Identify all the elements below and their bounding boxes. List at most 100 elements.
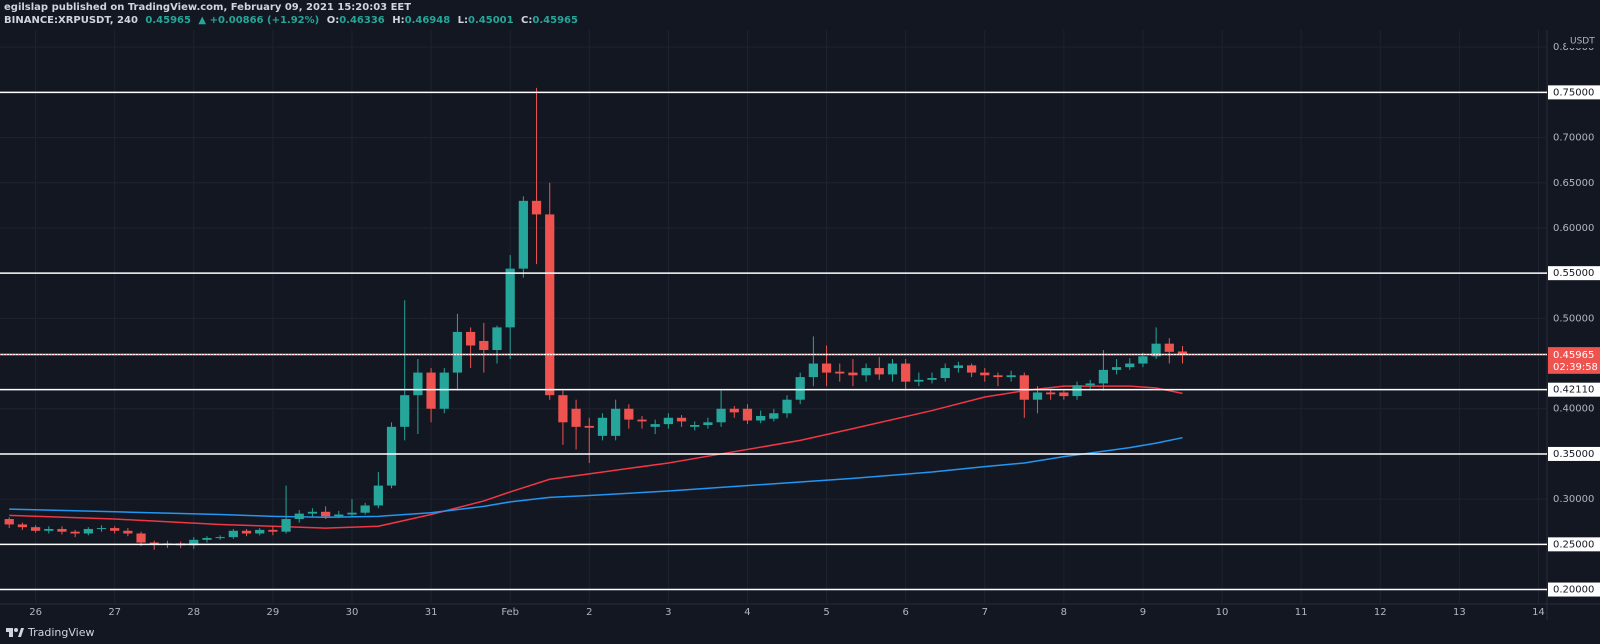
- candle-body: [1138, 356, 1148, 364]
- candle-body: [650, 424, 660, 427]
- level-label-box: [1548, 266, 1600, 281]
- level-label: 0.25000: [1553, 539, 1594, 550]
- candle-body: [848, 372, 858, 376]
- candle-body: [215, 537, 225, 539]
- ohlc-key: O:: [327, 15, 340, 26]
- candle-body: [624, 408, 634, 420]
- level-label: 0.35000: [1553, 449, 1594, 460]
- candle-body: [861, 368, 871, 376]
- x-tick-label: 7: [982, 607, 988, 618]
- candle-body: [360, 505, 370, 513]
- symbol-line: BINANCE:XRPUSDT, 240 0.45965 ▲ +0.00866 …: [4, 15, 578, 26]
- x-tick-label: 6: [902, 607, 908, 618]
- candle-body: [202, 538, 212, 540]
- candle-body: [531, 200, 542, 215]
- candle-body: [70, 531, 80, 534]
- candle-body: [307, 511, 318, 514]
- last-price-box: [1548, 347, 1600, 374]
- candle-body: [966, 365, 977, 373]
- candle-body: [110, 528, 120, 531]
- candle-body: [756, 415, 766, 421]
- x-tick-label: 10: [1216, 607, 1229, 618]
- publisher: egilslap published on TradingView.com, F…: [4, 2, 411, 13]
- candle-body: [255, 529, 265, 534]
- ohlc-value: 0.45001: [468, 15, 514, 26]
- candle-body: [1164, 343, 1174, 352]
- ohlc-key: L:: [458, 15, 468, 26]
- candle-body: [993, 375, 1003, 378]
- x-tick-label: 2: [586, 607, 592, 618]
- candle-body: [268, 529, 278, 532]
- candle-body: [334, 514, 344, 517]
- candle-body: [228, 530, 238, 538]
- candle-body: [742, 408, 753, 421]
- level-label-box: [1548, 446, 1600, 461]
- candle-body: [281, 519, 291, 532]
- x-tick-label: 8: [1061, 607, 1067, 618]
- candle-body: [663, 417, 673, 425]
- price: 0.45965: [145, 15, 191, 26]
- y-tick-label: 0.30000: [1553, 494, 1594, 505]
- last-price-label: 0.45965: [1553, 350, 1594, 361]
- candle-body: [492, 327, 502, 350]
- candle-body: [795, 377, 805, 400]
- candle-body: [44, 528, 54, 531]
- candle-body: [505, 268, 515, 328]
- plot-area: [0, 30, 1547, 604]
- x-tick-label: 27: [108, 607, 121, 618]
- x-tick-label: 11: [1295, 607, 1308, 618]
- candle-body: [769, 413, 779, 419]
- candle-body: [1059, 392, 1069, 397]
- x-tick-label: 5: [823, 607, 829, 618]
- moving-average: [9, 385, 1183, 529]
- candle-body: [835, 371, 845, 374]
- level-label: 0.75000: [1553, 87, 1594, 98]
- candle-body: [518, 200, 528, 269]
- candle-body: [927, 378, 937, 380]
- candle-body: [96, 528, 107, 530]
- candle-body: [545, 214, 555, 396]
- unit-box: [1566, 34, 1596, 48]
- candle-body: [887, 363, 898, 375]
- candle-body: [294, 513, 304, 520]
- candle-body: [584, 425, 594, 428]
- candle-body: [690, 425, 700, 427]
- y-tick-label: 0.50000: [1553, 313, 1594, 324]
- candle-body: [1046, 392, 1056, 395]
- candle-body: [637, 419, 647, 422]
- candle-body: [953, 365, 964, 369]
- candle-body: [1151, 343, 1161, 357]
- y-tick-label: 0.65000: [1553, 178, 1594, 189]
- x-tick-label: Feb: [501, 607, 519, 618]
- candle-body: [1111, 367, 1122, 370]
- candle-body: [1085, 383, 1095, 386]
- candle-body: [439, 372, 449, 409]
- candle-body: [136, 533, 146, 543]
- candle-body: [1006, 375, 1016, 378]
- candle-body: [466, 331, 476, 346]
- candle-body: [83, 528, 93, 534]
- brand: TradingView: [27, 626, 94, 639]
- candle-body: [386, 426, 397, 486]
- x-tick-label: 31: [425, 607, 438, 618]
- candle-body: [321, 511, 331, 517]
- symbol: BINANCE:XRPUSDT, 240: [4, 15, 138, 26]
- candle-body: [571, 408, 581, 427]
- candle-body: [901, 363, 911, 382]
- ohlc-key: C:: [521, 15, 532, 26]
- x-tick-label: 14: [1532, 607, 1545, 618]
- candle-body: [452, 331, 463, 373]
- candle-body: [1072, 385, 1082, 397]
- candle-body: [149, 542, 159, 545]
- candle-body: [821, 363, 832, 373]
- candle-body: [400, 395, 410, 427]
- candle-body: [716, 408, 726, 423]
- candle-body: [347, 512, 357, 515]
- ohlc-value: 0.46336: [339, 15, 385, 26]
- candle-body: [4, 519, 14, 525]
- candle-body: [241, 530, 252, 534]
- candle-body: [676, 417, 687, 422]
- candle-body: [874, 368, 884, 375]
- candle-body: [980, 372, 990, 376]
